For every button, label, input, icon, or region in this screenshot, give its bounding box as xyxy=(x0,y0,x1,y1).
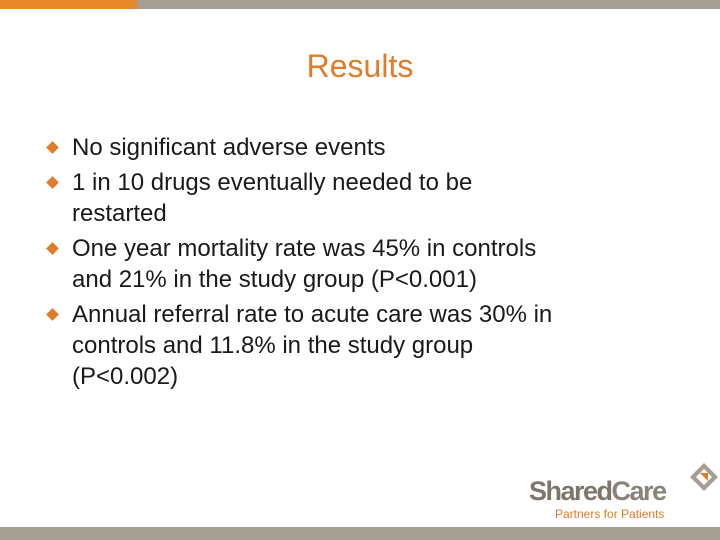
bullet-line: (P<0.002) xyxy=(72,363,179,390)
bullet-list: No significant adverse events 1 in 10 dr… xyxy=(46,132,686,396)
logo-wordmark: SharedCare xyxy=(529,476,668,507)
bullet-line: One year mortality rate was 45% in contr… xyxy=(72,235,537,262)
sharedcare-logo: SharedCare Partners for Patients xyxy=(527,462,718,524)
diamond-bullet-icon xyxy=(46,176,59,189)
bullet-line: controls and 11.8% in the study group xyxy=(72,332,474,359)
bullet-line: restarted xyxy=(72,200,167,227)
logo-tagline: Partners for Patients xyxy=(555,507,665,521)
logo-name-part1: Shared xyxy=(529,476,613,506)
bullet-item: 1 in 10 drugs eventually needed to be re… xyxy=(46,167,686,229)
slide-title: Results xyxy=(306,48,414,84)
bullet-item: Annual referral rate to acute care was 3… xyxy=(46,299,686,392)
logo-name-part2: Care xyxy=(611,476,668,506)
diamond-bullet-icon xyxy=(46,242,59,255)
bullet-line: and 21% in the study group (P<0.001) xyxy=(72,266,477,293)
top-accent-bar-grey xyxy=(137,0,720,9)
diamond-bullet-icon xyxy=(46,141,59,154)
bullet-line: Annual referral rate to acute care was 3… xyxy=(72,301,553,328)
diamond-bullet-icon xyxy=(46,308,59,321)
bullet-line: 1 in 10 drugs eventually needed to be xyxy=(72,169,473,196)
bullet-item: No significant adverse events xyxy=(46,132,686,163)
bullet-line: No significant adverse events xyxy=(72,134,386,161)
bullet-item: One year mortality rate was 45% in contr… xyxy=(46,233,686,295)
sharedcare-diamond-arrow-icon xyxy=(690,463,718,491)
top-accent-bar-orange xyxy=(0,0,137,9)
bottom-accent-bar xyxy=(0,527,720,540)
